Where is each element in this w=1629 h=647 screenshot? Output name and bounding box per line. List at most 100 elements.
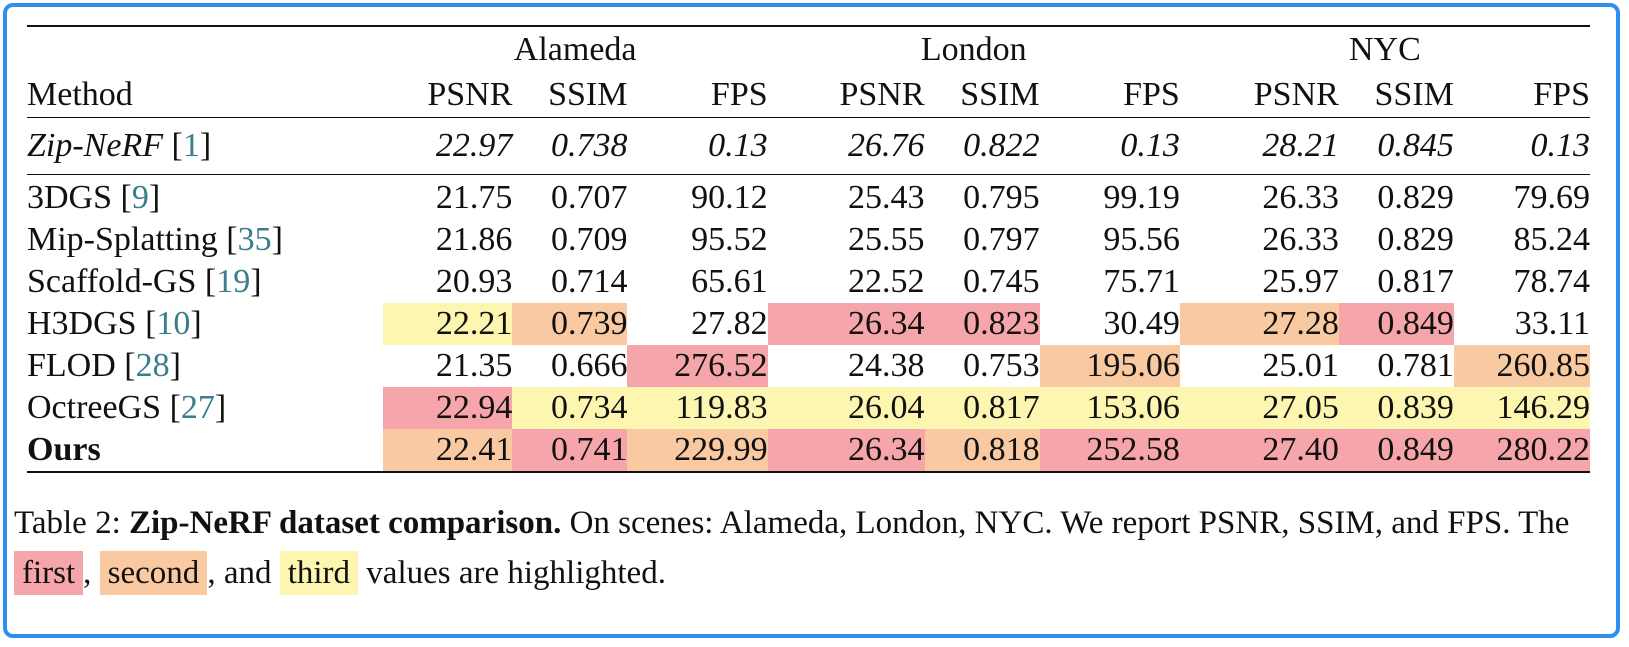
citation-link[interactable]: 35 — [237, 221, 272, 258]
method-name-cell: 3DGS [9] — [27, 174, 383, 219]
nyc-psnr-value: 25.01 — [1262, 347, 1339, 384]
london-fps-value: 75.71 — [1103, 263, 1180, 300]
citation-link[interactable]: 27 — [180, 389, 215, 426]
alameda-ssim-value: 0.666 — [550, 347, 628, 384]
method-name: 3DGS — [27, 179, 113, 216]
scene-london: London — [767, 25, 1180, 73]
table-row: Ours 22.41 0.741 229.99 26.34 0.818 252.58 27.4… — [27, 429, 1590, 473]
nyc-psnr-value: 28.21 — [1179, 117, 1339, 175]
london-fps-value: 195.06 — [1039, 345, 1180, 387]
table-row: Scaffold-GS [19] 20.93 0.714 65.61 22.52 0.74… — [27, 261, 1590, 303]
nyc-fps-value: 33.11 — [1514, 305, 1590, 342]
nyc-fps-value: 280.22 — [1453, 429, 1590, 473]
nyc-psnr-value: 27.28 — [1179, 303, 1339, 345]
london-ssim-value: 0.823 — [924, 303, 1040, 345]
alameda-psnr-value: 22.41 — [382, 429, 513, 473]
scene-alameda: Alameda — [382, 25, 768, 73]
london-ssim-value: 0.818 — [924, 429, 1040, 473]
legend-first-swatch: first — [14, 551, 84, 595]
nyc-fps-value: 0.13 — [1453, 117, 1590, 175]
nyc-psnr-header: PSNR — [1253, 76, 1339, 113]
alameda-psnr-value: 21.75 — [382, 174, 513, 219]
nyc-psnr-value: 27.40 — [1179, 429, 1339, 473]
method-name-cell: Scaffold-GS [19] — [27, 263, 262, 300]
london-psnr-value: 22.52 — [848, 263, 925, 300]
london-fps-header: FPS — [1123, 76, 1180, 113]
london-fps-value: 30.49 — [1103, 305, 1180, 342]
alameda-ssim-value: 0.714 — [550, 263, 628, 300]
alameda-fps-value: 65.61 — [691, 263, 768, 300]
london-psnr-value: 26.34 — [767, 303, 925, 345]
alameda-fps-value: 27.82 — [691, 305, 768, 342]
alameda-ssim-value: 0.741 — [512, 429, 628, 473]
nyc-fps-value: 78.74 — [1513, 263, 1591, 300]
method-name-cell: Ours — [27, 429, 383, 473]
nyc-ssim-value: 0.817 — [1377, 263, 1454, 300]
legend-second-swatch: second — [99, 551, 208, 595]
nyc-psnr-value: 25.97 — [1262, 263, 1339, 300]
london-fps-value: 153.06 — [1039, 387, 1180, 429]
method-name: Mip-Splatting — [27, 221, 218, 258]
london-ssim-value: 0.797 — [963, 221, 1040, 258]
caption-text-2: values are highlighted. — [366, 555, 666, 591]
method-name-cell: FLOD [28] — [27, 347, 181, 384]
alameda-fps-header: FPS — [710, 76, 768, 113]
scene-header-row: Alameda London NYC — [27, 25, 1590, 73]
london-ssim-value: 0.745 — [963, 263, 1040, 300]
method-header: Method — [27, 76, 133, 113]
alameda-psnr-value: 22.97 — [382, 117, 513, 175]
citation-link[interactable]: 28 — [135, 347, 170, 384]
table-row: Mip-Splatting [35] 21.86 0.709 95.52 25.55 0.… — [27, 219, 1590, 261]
alameda-fps-value: 229.99 — [627, 429, 768, 473]
nyc-fps-value: 146.29 — [1453, 387, 1590, 429]
alameda-ssim-value: 0.707 — [512, 174, 628, 219]
nyc-fps-value: 85.24 — [1513, 221, 1591, 258]
nyc-fps-header: FPS — [1533, 76, 1590, 113]
nyc-psnr-value: 26.33 — [1262, 221, 1339, 258]
alameda-ssim-header: SSIM — [548, 76, 628, 113]
method-name: OctreeGS — [27, 389, 162, 426]
london-psnr-value: 26.76 — [767, 117, 925, 175]
nyc-ssim-value: 0.781 — [1377, 347, 1454, 384]
nyc-ssim-value: 0.829 — [1377, 221, 1454, 258]
caption-title: Zip-NeRF dataset comparison. — [128, 505, 562, 541]
table-body: Zip-NeRF [1] 22.97 0.738 0.13 26.76 0.822 0.13… — [27, 117, 1590, 473]
nyc-fps-value: 260.85 — [1453, 345, 1590, 387]
nyc-ssim-value: 0.829 — [1338, 174, 1454, 219]
london-fps-value: 0.13 — [1039, 117, 1180, 175]
alameda-psnr-header: PSNR — [427, 76, 513, 113]
nyc-ssim-value: 0.849 — [1338, 303, 1454, 345]
alameda-ssim-value: 0.738 — [512, 117, 628, 175]
table-row: OctreeGS [27] 22.94 0.734 119.83 26.04 0.817 1… — [27, 387, 1590, 429]
alameda-fps-value: 119.83 — [627, 387, 768, 429]
table-caption: Table 2: Zip-NeRF dataset comparison. On… — [14, 498, 1604, 598]
citation-link[interactable]: 9 — [131, 179, 149, 216]
method-name: Zip-NeRF — [27, 127, 163, 164]
citation-link[interactable]: 1 — [182, 127, 200, 164]
alameda-ssim-value: 0.734 — [512, 387, 628, 429]
method-name: H3DGS — [27, 305, 137, 342]
london-fps-value: 99.19 — [1039, 174, 1180, 219]
legend-third-swatch: third — [279, 551, 359, 595]
table-row: 3DGS [9] 21.75 0.707 90.12 25.43 0.795 99.19 26… — [27, 174, 1590, 219]
citation-link[interactable]: 19 — [216, 263, 251, 300]
alameda-fps-value: 90.12 — [627, 174, 768, 219]
london-ssim-value: 0.795 — [924, 174, 1040, 219]
london-psnr-header: PSNR — [839, 76, 925, 113]
metric-header-row: Method PSNR SSIM FPS PSNR SSIM FPS PSNR … — [27, 73, 1590, 118]
alameda-psnr-value: 22.21 — [382, 303, 513, 345]
london-psnr-value: 26.04 — [767, 387, 925, 429]
results-table: Alameda London NYC Method PSNR SSIM FPS … — [27, 25, 1590, 473]
scene-nyc: NYC — [1179, 25, 1590, 73]
method-name-cell: Mip-Splatting [35] — [27, 221, 283, 258]
nyc-psnr-value: 27.05 — [1179, 387, 1339, 429]
method-name-cell: Zip-NeRF [1] — [27, 117, 383, 175]
alameda-psnr-value: 20.93 — [435, 263, 513, 300]
london-ssim-header: SSIM — [960, 76, 1040, 113]
nyc-psnr-value: 26.33 — [1179, 174, 1339, 219]
citation-link[interactable]: 10 — [156, 305, 191, 342]
alameda-fps-value: 0.13 — [627, 117, 768, 175]
method-name: Scaffold-GS — [27, 263, 197, 300]
london-ssim-value: 0.817 — [924, 387, 1040, 429]
nyc-fps-value: 79.69 — [1453, 174, 1590, 219]
